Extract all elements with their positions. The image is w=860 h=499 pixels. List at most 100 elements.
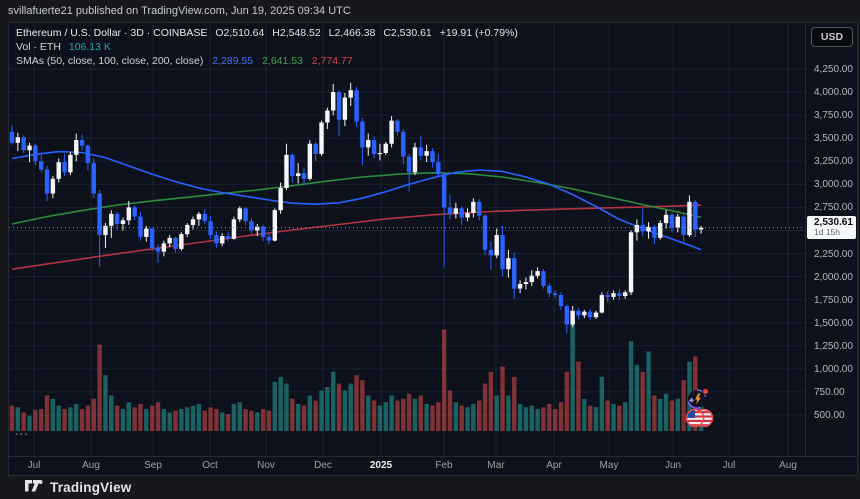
volume-bar bbox=[494, 395, 499, 431]
us-flag-event-icon[interactable] bbox=[684, 407, 714, 434]
volume-bar bbox=[576, 361, 581, 431]
candle-down bbox=[576, 310, 581, 316]
volume-bar bbox=[623, 402, 628, 431]
symbol-title[interactable]: Ethereum / U.S. Dollar · 3D · COINBASE bbox=[16, 27, 208, 39]
time-tick-label: Nov bbox=[257, 460, 275, 471]
candle-down bbox=[97, 193, 102, 236]
candle-up bbox=[412, 147, 418, 173]
published-info-bar: svillafuerte21 published on TradingView.… bbox=[0, 0, 860, 22]
time-axis[interactable]: Jul Aug Sep Oct Nov Dec 2025 Feb Mar Apr May Jun Jul… bbox=[9, 456, 857, 475]
candle-up bbox=[687, 201, 692, 236]
volume-bar bbox=[541, 407, 546, 431]
volume-bar bbox=[441, 329, 447, 431]
volume-bar bbox=[611, 403, 616, 431]
candle-down bbox=[62, 162, 67, 173]
candle-up bbox=[523, 282, 529, 284]
volume-bar bbox=[366, 395, 371, 431]
candle-down bbox=[313, 143, 318, 154]
time-tick-label: Feb bbox=[435, 460, 453, 471]
sma50-line[interactable] bbox=[11, 150, 702, 251]
sma200-line[interactable] bbox=[11, 204, 702, 270]
volume-bar bbox=[149, 405, 155, 431]
candle-up bbox=[196, 213, 202, 220]
time-tick-label: Aug bbox=[82, 460, 100, 471]
candle-down bbox=[173, 237, 178, 249]
volume-bar bbox=[144, 409, 149, 431]
volume-label[interactable]: Vol · ETH bbox=[16, 41, 61, 53]
candle-down bbox=[208, 221, 213, 236]
volume-bar bbox=[500, 366, 505, 431]
price-tick-label: 750.00 bbox=[814, 386, 845, 398]
price-tick-label: 1,750.00 bbox=[814, 294, 853, 306]
candlestick-chart-canvas[interactable] bbox=[9, 23, 857, 475]
volume-bar bbox=[342, 390, 348, 431]
volume-bar bbox=[196, 403, 202, 431]
volume-bar bbox=[62, 409, 67, 431]
volume-bar bbox=[319, 390, 324, 431]
time-tick-label: Mar bbox=[487, 460, 505, 471]
volume-bar bbox=[272, 381, 277, 431]
volume-bar bbox=[85, 405, 91, 431]
candle-up bbox=[126, 207, 131, 221]
volume-bar bbox=[307, 395, 313, 431]
candle-up bbox=[342, 97, 348, 120]
candle-down bbox=[500, 235, 505, 270]
candle-down bbox=[91, 163, 96, 194]
candle-up bbox=[167, 237, 172, 244]
time-tick-label: Jul bbox=[27, 460, 41, 471]
volume-bar bbox=[284, 383, 289, 431]
volume-bar bbox=[658, 398, 663, 431]
events-lightning-icon[interactable] bbox=[686, 387, 710, 416]
ohlc-open: O2,510.64 bbox=[215, 27, 265, 39]
candle-up bbox=[471, 201, 476, 213]
candle-up bbox=[144, 228, 149, 237]
candle-down bbox=[401, 131, 406, 157]
tradingview-logo[interactable]: TradingView bbox=[25, 479, 131, 495]
volume-bar bbox=[220, 412, 225, 431]
candle-down bbox=[681, 216, 686, 236]
candle-down bbox=[605, 295, 610, 297]
volume-bar bbox=[401, 398, 406, 431]
time-tick-label: Apr bbox=[546, 460, 562, 471]
volume-bar bbox=[202, 410, 207, 431]
candle-up bbox=[56, 162, 61, 179]
volume-bar bbox=[155, 402, 161, 431]
candle-up bbox=[27, 145, 32, 151]
tradingview-logo-icon bbox=[25, 479, 43, 491]
volume-bar bbox=[179, 409, 184, 431]
volume-bar bbox=[39, 409, 44, 431]
candle-down bbox=[114, 213, 120, 225]
candle-up bbox=[535, 271, 540, 276]
currency-usd-button[interactable]: USD bbox=[811, 27, 853, 47]
candle-down bbox=[39, 161, 44, 170]
volume-value: 106.13 K bbox=[68, 41, 111, 53]
candle-down bbox=[301, 173, 307, 179]
ohlc-change: +19.91 (+0.79%) bbox=[439, 27, 518, 39]
sma100-value: 2,641.53 bbox=[262, 55, 303, 67]
volume-bar bbox=[21, 412, 26, 431]
candle-down bbox=[640, 224, 645, 232]
candle-down bbox=[155, 247, 161, 252]
volume-bar bbox=[260, 409, 266, 431]
volume-bar bbox=[208, 407, 213, 431]
candle-down bbox=[406, 156, 412, 173]
candle-down bbox=[541, 271, 546, 286]
sma-label[interactable]: SMAs (50, close, 100, close, 200, close) bbox=[16, 55, 204, 67]
candle-up bbox=[623, 292, 628, 296]
price-tick-label: 1,000.00 bbox=[814, 363, 853, 375]
candle-up bbox=[278, 188, 283, 211]
volume-bar bbox=[517, 403, 523, 431]
price-tick-label: 3,500.00 bbox=[814, 133, 853, 145]
candle-up bbox=[698, 227, 704, 230]
candle-up bbox=[109, 213, 114, 226]
volume-bar bbox=[91, 398, 96, 431]
volume-bar bbox=[266, 410, 272, 431]
candle-down bbox=[512, 258, 517, 289]
price-tick-label: 500.00 bbox=[814, 410, 845, 421]
price-axis[interactable]: USD 2,530.61 1d 15h 4,250.00 4,000.00 3,75… bbox=[805, 23, 857, 456]
candle-down bbox=[587, 311, 593, 318]
volume-bar bbox=[278, 376, 283, 431]
candle-down bbox=[354, 90, 359, 122]
volume-legend-ellipsis[interactable]: ··· bbox=[15, 429, 29, 441]
sma50-value: 2,289.55 bbox=[212, 55, 254, 67]
